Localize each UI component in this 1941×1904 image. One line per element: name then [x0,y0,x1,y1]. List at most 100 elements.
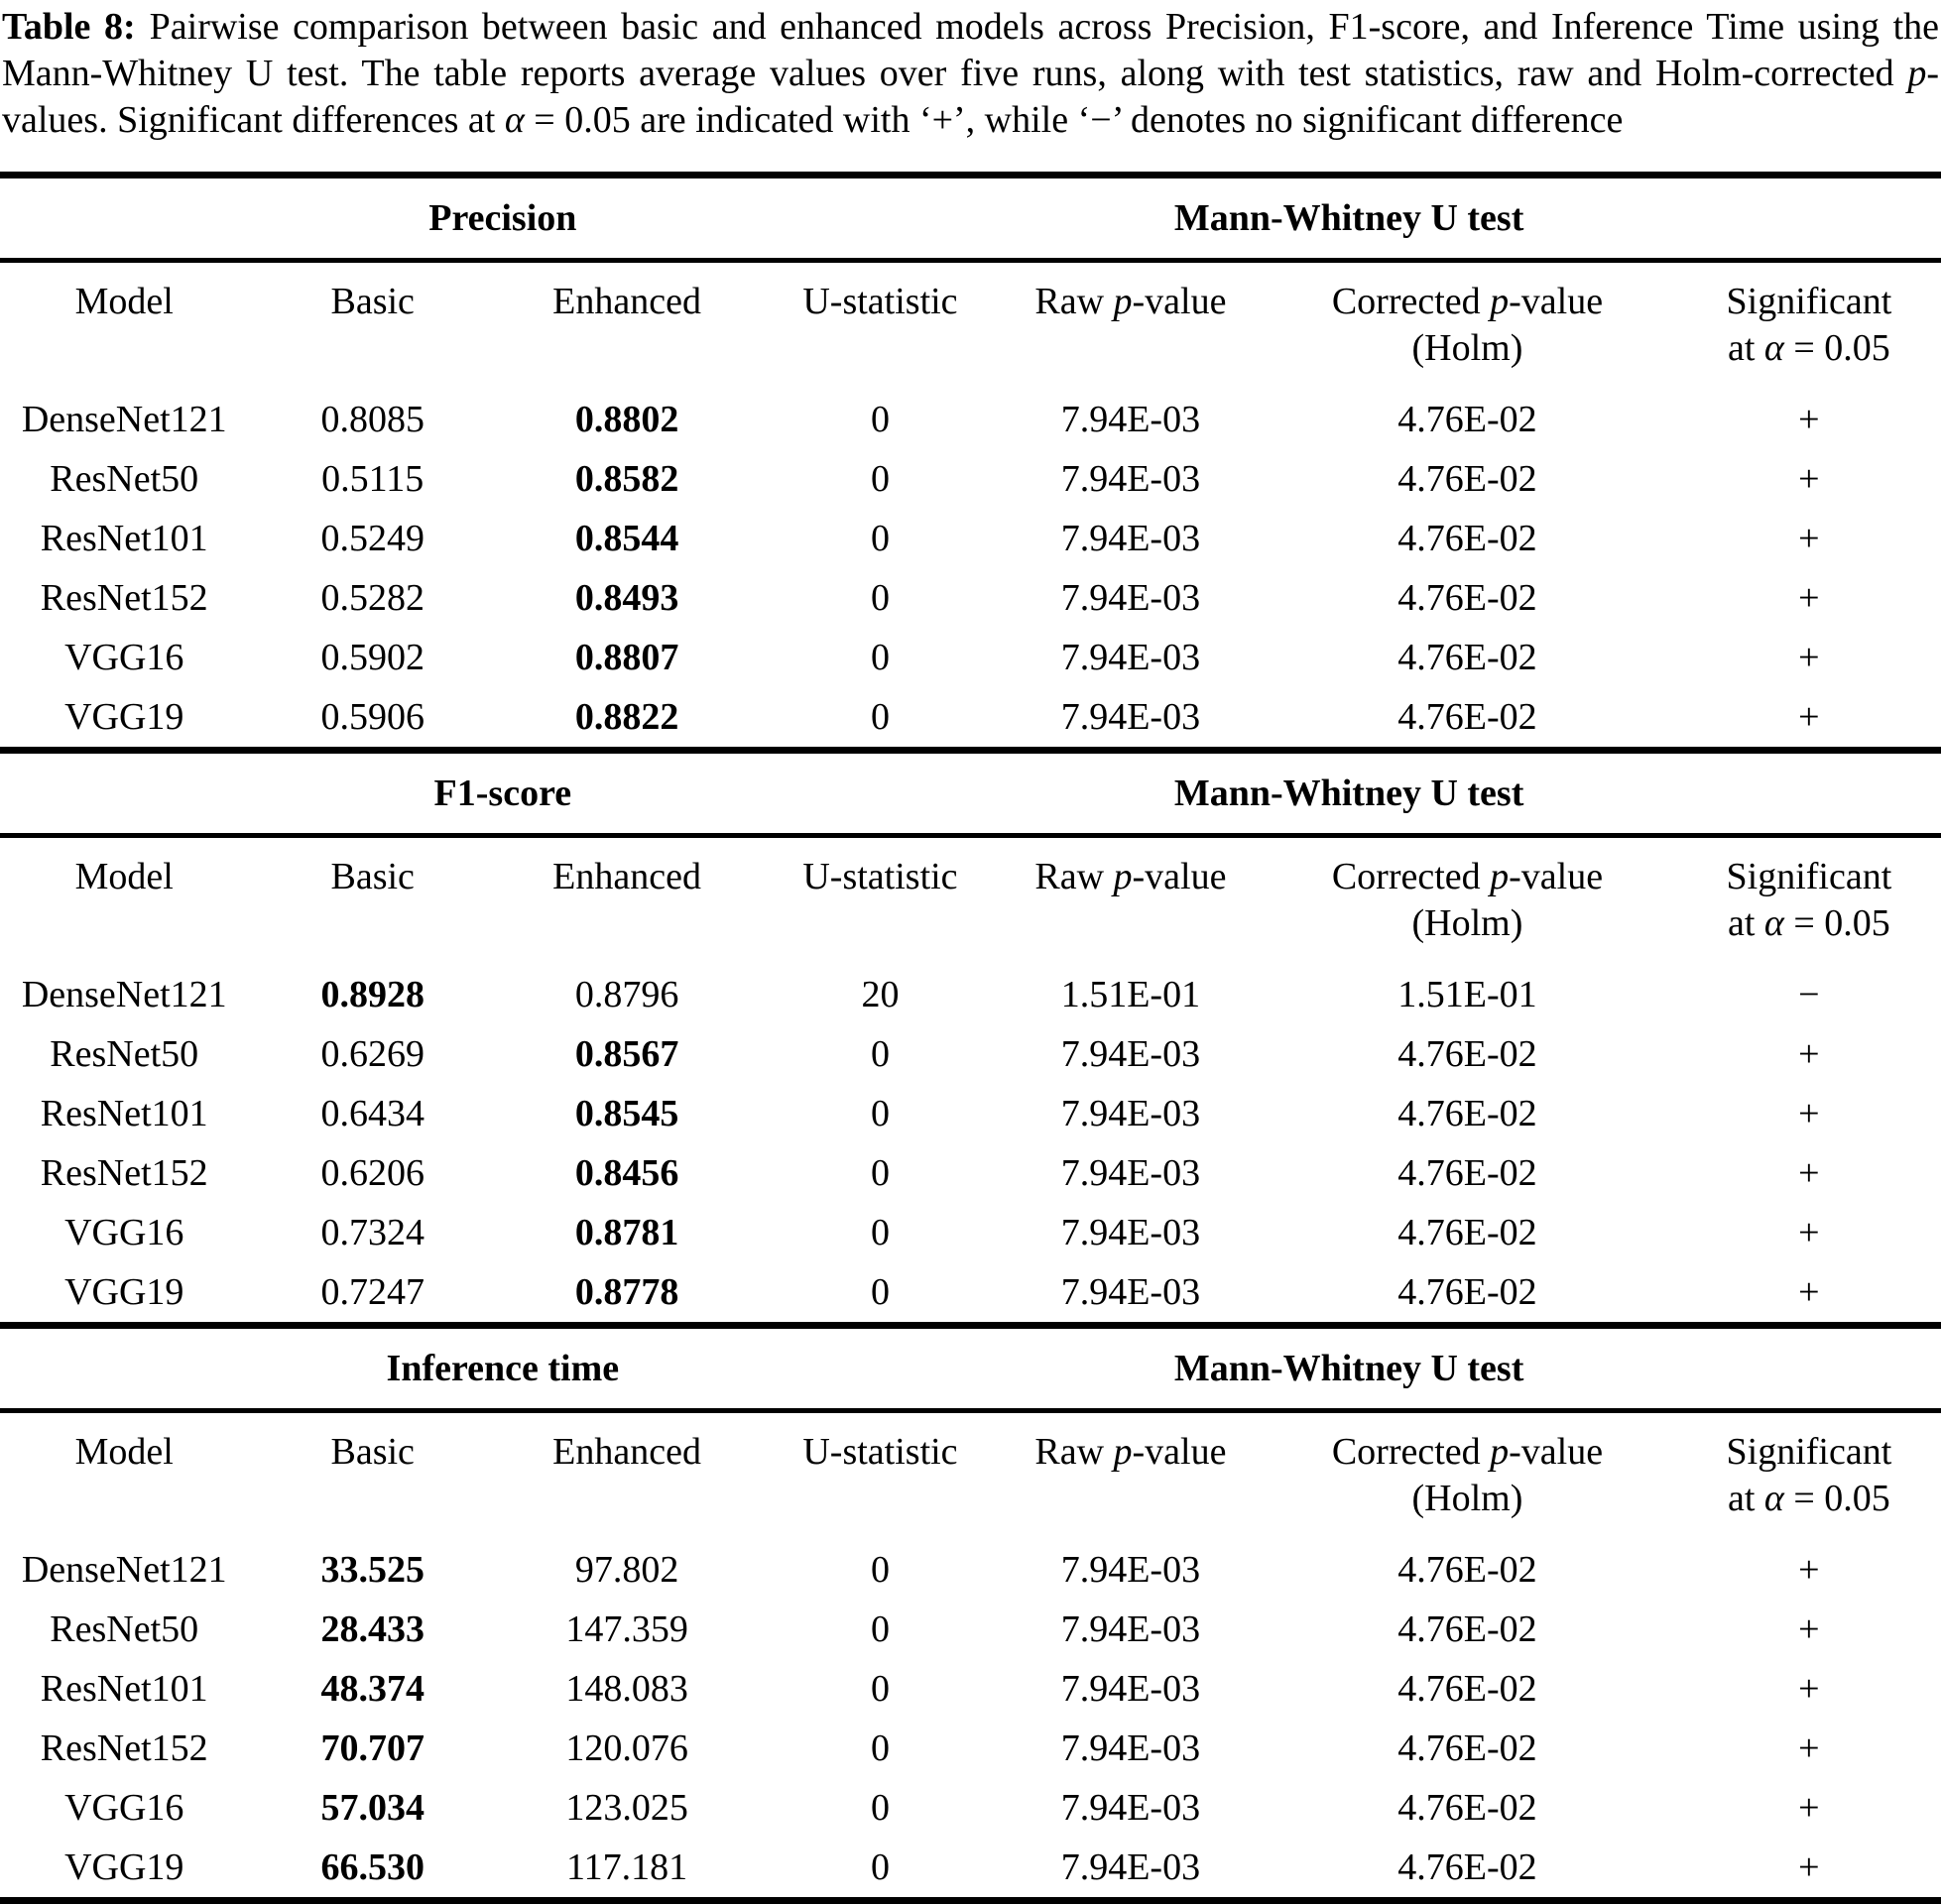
group-header-row: Inference time Mann-Whitney U test [0,1325,1941,1413]
column-header-enhanced: Enhanced [552,856,701,897]
section-body: DenseNet121 0.8928 0.8796 20 1.51E-01 1.51E-0… [0,965,1941,1322]
basic-value-cell: 33.525 [320,1549,425,1591]
raw-p-value-cell: 7.94E-03 [1060,637,1201,678]
basic-value-cell: 0.7324 [320,1212,425,1253]
significance-cell: + [1798,1668,1820,1710]
significant-line2: at α = 0.05 [1677,325,1941,372]
column-header-raw-p-value: Raw p-value [1004,261,1258,391]
column-header-corrected-p-value: Corrected p-value (Holm) [1258,1411,1677,1541]
column-header-significant: Significant at α = 0.05 [1677,1411,1941,1541]
caption-text-3: = 0.05 are indicated with ‘+’, while ‘−’… [524,99,1624,141]
enhanced-value-cell: 0.8544 [574,518,679,559]
significance-cell: + [1798,458,1820,500]
u-statistic-cell: 0 [870,1668,890,1710]
basic-value-cell: 0.5282 [320,577,425,619]
corrected-p-value-cell: 4.76E-02 [1397,458,1537,500]
group-header-spacer [0,175,249,263]
significant-line1: Significant [1726,281,1892,322]
significance-cell: + [1798,637,1820,678]
corrected-p-value-cell: 4.76E-02 [1397,1727,1537,1769]
raw-p-prefix: Raw [1034,856,1114,897]
basic-value-cell: 0.6206 [320,1152,425,1194]
alpha-prefix: at [1727,1478,1764,1519]
enhanced-value-cell: 0.8778 [574,1271,679,1313]
model-cell: VGG19 [64,1271,184,1313]
table-row: ResNet101 48.374 148.083 0 7.94E-03 4.76E-02 + [0,1659,1941,1719]
column-header-row: Model Basic Enhanced U-statistic Raw p-v… [0,1411,1941,1541]
u-statistic-cell: 0 [870,577,890,619]
u-statistic-cell: 0 [870,637,890,678]
u-statistic-cell: 0 [870,399,890,440]
corrected-p-suffix: -value [1509,856,1604,897]
group-header-test: Mann-Whitney U test [757,750,1941,838]
corrected-p-prefix: Corrected [1331,856,1491,897]
model-cell: VGG19 [64,1846,184,1888]
corrected-p-prefix: Corrected [1331,281,1491,322]
raw-p-value-cell: 7.94E-03 [1060,1212,1201,1253]
u-statistic-cell: 0 [870,1787,890,1829]
corrected-p-value-cell: 4.76E-02 [1397,399,1537,440]
model-cell: ResNet50 [50,1608,199,1650]
table-row: VGG19 0.7247 0.8778 0 7.94E-03 4.76E-02 + [0,1262,1941,1322]
table-row: DenseNet121 0.8928 0.8796 20 1.51E-01 1.51E-0… [0,965,1941,1024]
significant-line2: at α = 0.05 [1677,1476,1941,1522]
enhanced-value-cell: 0.8456 [574,1152,679,1194]
table-row: ResNet50 28.433 147.359 0 7.94E-03 4.76E-02 + [0,1600,1941,1659]
raw-p-value-cell: 7.94E-03 [1060,696,1201,738]
caption-label: Table 8: [2,6,136,48]
model-cell: VGG19 [64,696,184,738]
basic-value-cell: 28.433 [320,1608,425,1650]
section-body: DenseNet121 0.8085 0.8802 0 7.94E-03 4.76E-02… [0,390,1941,747]
table-row: DenseNet121 33.525 97.802 0 7.94E-03 4.76E-02… [0,1540,1941,1600]
corrected-p-value-cell: 4.76E-02 [1397,637,1537,678]
corrected-p-holm-label: (Holm) [1411,1478,1523,1519]
corrected-p-holm-label: (Holm) [1411,327,1523,369]
basic-value-cell: 0.5115 [321,458,425,500]
model-cell: ResNet152 [40,577,208,619]
column-header-row: Model Basic Enhanced U-statistic Raw p-v… [0,836,1941,966]
enhanced-value-cell: 0.8567 [574,1033,679,1075]
enhanced-value-cell: 0.8545 [574,1093,679,1134]
column-header-basic: Basic [330,281,415,322]
u-statistic-cell: 0 [870,518,890,559]
column-header-u-statistic: U-statistic [802,1431,958,1473]
corrected-p-value-cell: 4.76E-02 [1397,696,1537,738]
corrected-p-line1: Corrected p-value [1258,1429,1677,1476]
significance-cell: + [1798,518,1820,559]
corrected-p-value-cell: 4.76E-02 [1397,1212,1537,1253]
corrected-p-value-cell: 4.76E-02 [1397,1668,1537,1710]
column-header-u-statistic: U-statistic [802,856,958,897]
corrected-p-line1: Corrected p-value [1258,854,1677,900]
comparison-table-section: Inference time Mann-Whitney U test Model… [0,1322,1941,1904]
enhanced-value-cell: 0.8807 [574,637,679,678]
raw-p-suffix: -value [1132,856,1227,897]
raw-p-value-cell: 7.94E-03 [1060,1668,1201,1710]
corrected-p-value-cell: 4.76E-02 [1397,1549,1537,1591]
corrected-p-value-cell: 4.76E-02 [1397,1033,1537,1075]
significance-cell: + [1798,1846,1820,1888]
group-header-test: Mann-Whitney U test [757,1325,1941,1413]
u-statistic-cell: 0 [870,1549,890,1591]
u-statistic-cell: 0 [870,1212,890,1253]
column-header-row: Model Basic Enhanced U-statistic Raw p-v… [0,261,1941,391]
significance-cell: + [1798,1212,1820,1253]
comparison-table-section: F1-score Mann-Whitney U test Model Basic… [0,747,1941,1322]
column-header-model: Model [74,1431,174,1473]
column-header-raw-p-value: Raw p-value [1004,1411,1258,1541]
caption-text-1: Pairwise comparison between basic and en… [2,6,1939,94]
u-statistic-cell: 0 [870,1271,890,1313]
raw-p-value-cell: 7.94E-03 [1060,577,1201,619]
u-statistic-cell: 0 [870,1846,890,1888]
table-row: ResNet101 0.5249 0.8544 0 7.94E-03 4.76E-02 + [0,509,1941,568]
raw-p-value-cell: 7.94E-03 [1060,458,1201,500]
model-cell: VGG16 [64,1787,184,1829]
significance-cell: + [1798,1787,1820,1829]
significance-cell: + [1798,1152,1820,1194]
caption-alpha-symbol: α [504,99,525,141]
column-header-significant: Significant at α = 0.05 [1677,261,1941,391]
corrected-p-value-cell: 4.76E-02 [1397,1271,1537,1313]
corrected-p-value-cell: 4.76E-02 [1397,1846,1537,1888]
significance-cell: − [1798,974,1820,1015]
significance-cell: + [1798,1093,1820,1134]
corrected-p-prefix: Corrected [1331,1431,1491,1473]
